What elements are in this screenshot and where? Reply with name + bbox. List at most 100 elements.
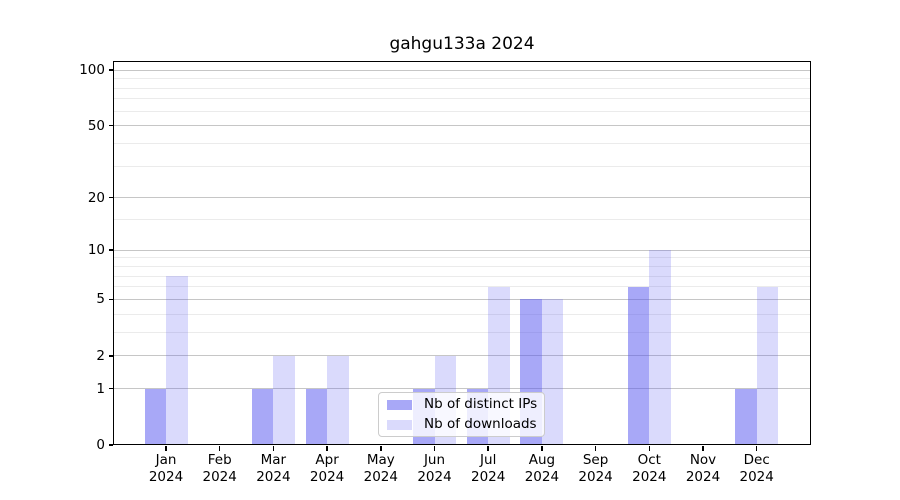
gridline-minor-3	[113, 331, 811, 333]
y-tick-label-100: 100	[79, 62, 105, 79]
x-tick-nov	[702, 446, 704, 451]
x-tick-label-month: Jul	[480, 452, 497, 468]
gridline-minor-70	[113, 98, 811, 100]
gridline-major-5	[113, 298, 811, 300]
y-tick-5	[109, 298, 113, 301]
y-tick-label-5: 5	[96, 291, 105, 308]
x-tick-label-year: 2024	[202, 468, 237, 485]
x-tick-label-year: 2024	[309, 468, 345, 485]
y-tick-label-20: 20	[87, 189, 105, 206]
bar-distinct-ips-mar	[251, 388, 274, 445]
x-tick-label-month: Nov	[689, 452, 717, 468]
x-tick-label-year: 2024	[363, 468, 398, 485]
y-tick-label-10: 10	[87, 242, 105, 259]
gridline-minor-30	[113, 165, 811, 167]
x-tick-label-month: Aug	[528, 452, 556, 468]
gridline-minor-80	[113, 87, 811, 89]
x-tick-label-jul: Jul 2024	[448, 452, 528, 485]
bar-downloads-jan	[166, 276, 188, 445]
x-tick-label-month: Feb	[207, 452, 232, 468]
x-tick-label-year: 2024	[417, 468, 452, 485]
x-tick-label-feb: Feb 2024	[180, 452, 260, 485]
plot-area	[113, 61, 811, 445]
x-tick-dec	[755, 446, 758, 451]
y-tick-20	[109, 196, 113, 199]
x-tick-label-dec: Dec 2024	[717, 452, 797, 485]
y-tick-label-2: 2	[96, 347, 105, 364]
x-tick-mar	[272, 446, 275, 451]
x-tick-label-year: 2024	[524, 468, 560, 485]
gridline-major-20	[113, 197, 811, 199]
gridline-minor-7	[113, 275, 811, 277]
x-tick-label-month: Dec	[743, 452, 770, 468]
gridline-minor-9	[113, 257, 811, 259]
x-tick-label-apr: Apr 2024	[287, 452, 367, 485]
x-tick-label-sep: Sep 2024	[556, 452, 636, 485]
gridline-major-1	[113, 388, 811, 390]
x-tick-label-year: 2024	[471, 468, 506, 485]
x-tick-jul	[487, 446, 489, 451]
gridline-major-10	[113, 249, 811, 251]
y-tick-label-0: 0	[96, 437, 105, 453]
gridline-major-100	[113, 69, 811, 71]
x-tick-label-year: 2024	[632, 468, 667, 485]
y-tick-0	[109, 444, 113, 446]
legend-swatch-distinct-ips	[387, 399, 412, 410]
gridline-major-2	[113, 355, 811, 357]
legend-label-downloads: Nb of downloads	[424, 416, 537, 432]
x-tick-label-year: 2024	[148, 468, 184, 485]
legend: Nb of distinct IPs Nb of downloads	[378, 392, 545, 437]
bar-downloads-aug	[541, 299, 564, 445]
x-tick-label-year: 2024	[685, 468, 721, 485]
x-tick-label-may: May 2024	[341, 452, 421, 485]
gridline-minor-90	[113, 78, 811, 80]
gridline-minor-6	[113, 286, 811, 288]
x-tick-label-month: Apr	[315, 452, 339, 468]
y-tick-1	[109, 387, 113, 390]
x-tick-jan	[165, 446, 167, 451]
chart-title: gahgu133a 2024	[389, 34, 535, 54]
x-tick-label-month: Jan	[155, 452, 177, 468]
x-tick-label-year: 2024	[578, 468, 613, 485]
x-tick-label-year: 2024	[256, 468, 291, 485]
gridline-minor-15	[113, 219, 811, 221]
gridline-major-50	[113, 125, 811, 127]
x-tick-label-jan: Jan 2024	[126, 452, 206, 485]
y-tick-50	[109, 124, 113, 127]
y-tick-label-1: 1	[96, 380, 105, 397]
x-tick-may	[380, 446, 382, 451]
x-tick-apr	[326, 446, 328, 451]
x-tick-label-month: May	[366, 452, 395, 468]
x-tick-oct	[648, 446, 651, 451]
bar-downloads-dec	[756, 286, 779, 445]
bar-distinct-ips-jan	[144, 388, 166, 445]
x-tick-label-aug: Aug 2024	[502, 452, 582, 485]
x-tick-label-jun: Jun 2024	[395, 452, 475, 485]
y-tick-2	[109, 355, 113, 357]
bar-distinct-ips-dec	[735, 388, 757, 445]
y-tick-10	[109, 249, 113, 251]
x-tick-label-year: 2024	[739, 468, 774, 485]
x-tick-aug	[541, 446, 543, 451]
gridline-minor-60	[113, 110, 811, 112]
x-tick-label-mar: Mar 2024	[233, 452, 313, 485]
bar-distinct-ips-apr	[305, 388, 328, 445]
x-tick-jun	[433, 446, 436, 451]
bar-downloads-apr	[327, 355, 349, 445]
x-tick-label-month: Sep	[582, 452, 609, 468]
x-tick-sep	[594, 446, 597, 451]
gridline-minor-40	[113, 142, 811, 144]
gridline-minor-4	[113, 313, 811, 315]
y-tick-label-50: 50	[87, 117, 105, 134]
x-tick-label-oct: Oct 2024	[609, 452, 689, 485]
x-tick-label-month: Oct	[637, 452, 661, 468]
bar-distinct-ips-oct	[627, 286, 650, 445]
legend-item-downloads: Nb of downloads	[387, 416, 537, 433]
y-tick-100	[109, 69, 113, 71]
legend-item-distinct-ips: Nb of distinct IPs	[387, 396, 537, 413]
bar-downloads-oct	[649, 250, 671, 445]
bar-downloads-mar	[273, 355, 295, 445]
x-tick-label-month: Mar	[260, 452, 287, 468]
legend-swatch-downloads	[387, 419, 412, 430]
